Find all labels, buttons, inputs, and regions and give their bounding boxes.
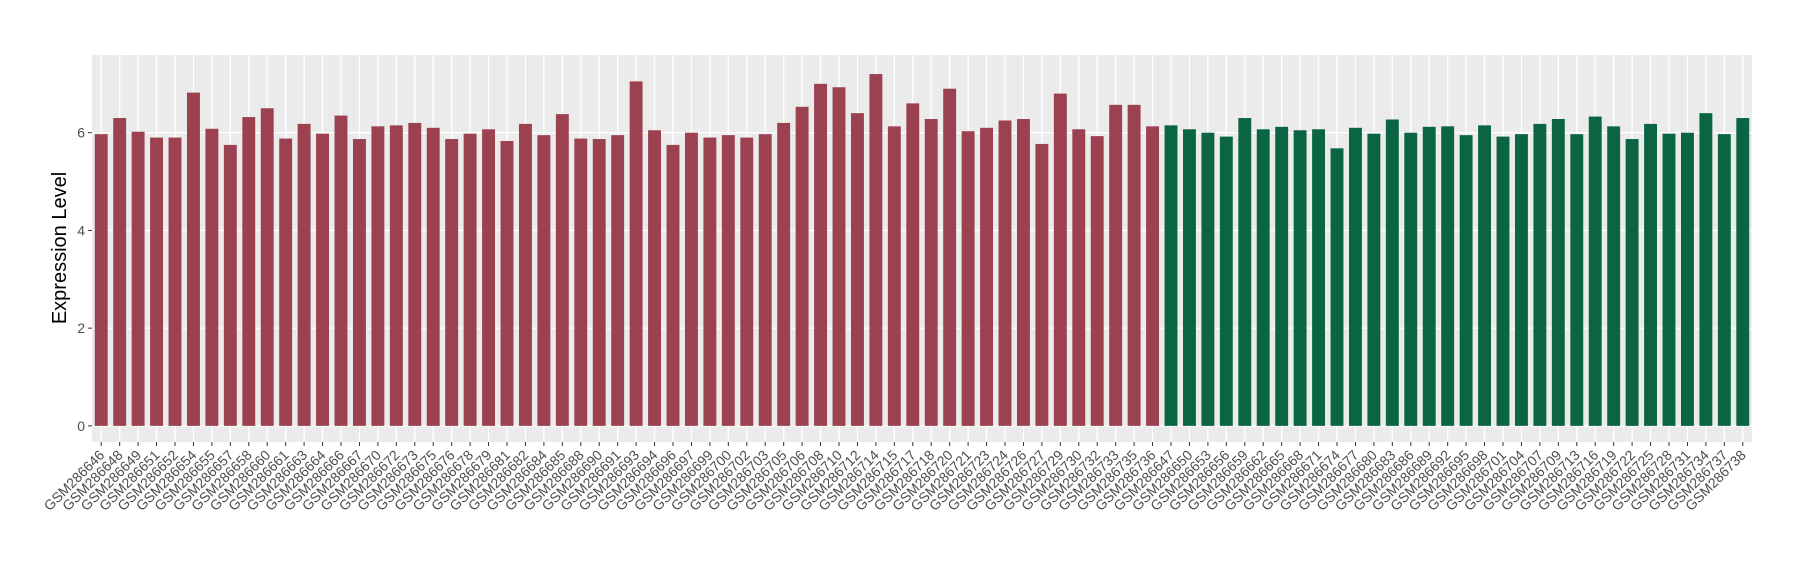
bar — [1127, 104, 1141, 426]
bar — [279, 138, 293, 426]
bar — [168, 137, 182, 426]
bar — [961, 131, 975, 426]
plot-panel — [92, 55, 1752, 442]
bar — [777, 122, 791, 426]
bar — [1275, 126, 1289, 426]
bar — [906, 103, 920, 426]
bar — [94, 134, 108, 426]
y-tick-label: 0 — [77, 418, 85, 434]
bar — [1570, 134, 1584, 426]
bar — [1348, 127, 1362, 426]
bar — [703, 137, 717, 426]
y-tick-label: 6 — [77, 125, 85, 141]
bar — [389, 125, 403, 426]
bar — [113, 118, 127, 426]
bar — [574, 138, 588, 426]
bar — [980, 127, 994, 426]
bar — [1072, 129, 1086, 426]
bar — [592, 139, 606, 426]
bar — [648, 130, 662, 426]
bar — [555, 114, 569, 426]
bar — [131, 131, 145, 426]
bar — [887, 126, 901, 426]
bar — [1312, 129, 1326, 426]
bar — [1607, 126, 1621, 426]
bar — [537, 135, 551, 426]
bar — [1625, 139, 1639, 426]
y-tick-label: 4 — [77, 222, 85, 238]
bar — [1238, 118, 1252, 426]
bar — [1588, 116, 1602, 426]
bar — [850, 113, 864, 426]
bar — [1053, 93, 1067, 426]
bar — [500, 141, 514, 426]
bar — [408, 122, 422, 426]
bar — [1164, 125, 1178, 426]
bar — [1422, 126, 1436, 426]
bar — [629, 81, 643, 426]
bar — [924, 119, 938, 426]
bar — [998, 120, 1012, 426]
bar — [242, 117, 256, 426]
bar — [795, 106, 809, 426]
bar — [1256, 129, 1270, 426]
bar — [1293, 130, 1307, 426]
bar — [186, 92, 200, 426]
bar — [1459, 135, 1473, 426]
bar — [1478, 125, 1492, 426]
bar — [1644, 123, 1658, 426]
bar — [150, 137, 164, 426]
bar — [1680, 132, 1694, 426]
bar — [1330, 148, 1344, 426]
bar — [814, 83, 828, 426]
bar — [1219, 136, 1233, 426]
bar — [1514, 134, 1528, 426]
bar — [1662, 133, 1676, 426]
bar — [1717, 134, 1731, 426]
bar — [721, 135, 735, 426]
bar — [684, 132, 698, 426]
bar — [1496, 136, 1510, 426]
bar — [1201, 132, 1215, 426]
bar — [1533, 123, 1547, 426]
bar — [445, 139, 459, 426]
bar — [1109, 104, 1123, 426]
bar — [316, 133, 330, 426]
bar — [1182, 129, 1196, 426]
bar — [297, 123, 311, 426]
bar — [426, 127, 440, 426]
bar — [1736, 118, 1750, 426]
bar — [1090, 136, 1104, 426]
bar — [943, 88, 957, 426]
bar — [1404, 132, 1418, 426]
bar — [1441, 126, 1455, 426]
bar — [1385, 119, 1399, 426]
bar — [1699, 113, 1713, 426]
bar — [205, 128, 219, 426]
bar — [223, 144, 237, 426]
bar — [611, 135, 625, 426]
bar — [1146, 126, 1160, 426]
bar — [352, 139, 366, 426]
y-axis-title: Expression Level — [49, 172, 71, 324]
bar — [832, 87, 846, 426]
bar — [334, 115, 348, 426]
bar — [1035, 143, 1049, 426]
bar — [666, 144, 680, 426]
bar — [740, 137, 754, 426]
y-tick-label: 2 — [77, 320, 85, 336]
bar — [1367, 133, 1381, 426]
bar — [758, 134, 772, 426]
bar — [1551, 119, 1565, 426]
bar — [869, 74, 883, 426]
bar — [463, 133, 477, 426]
bar — [371, 126, 385, 426]
bar — [518, 123, 532, 426]
bar — [482, 129, 496, 426]
bar — [260, 108, 274, 426]
bar — [1016, 119, 1030, 426]
